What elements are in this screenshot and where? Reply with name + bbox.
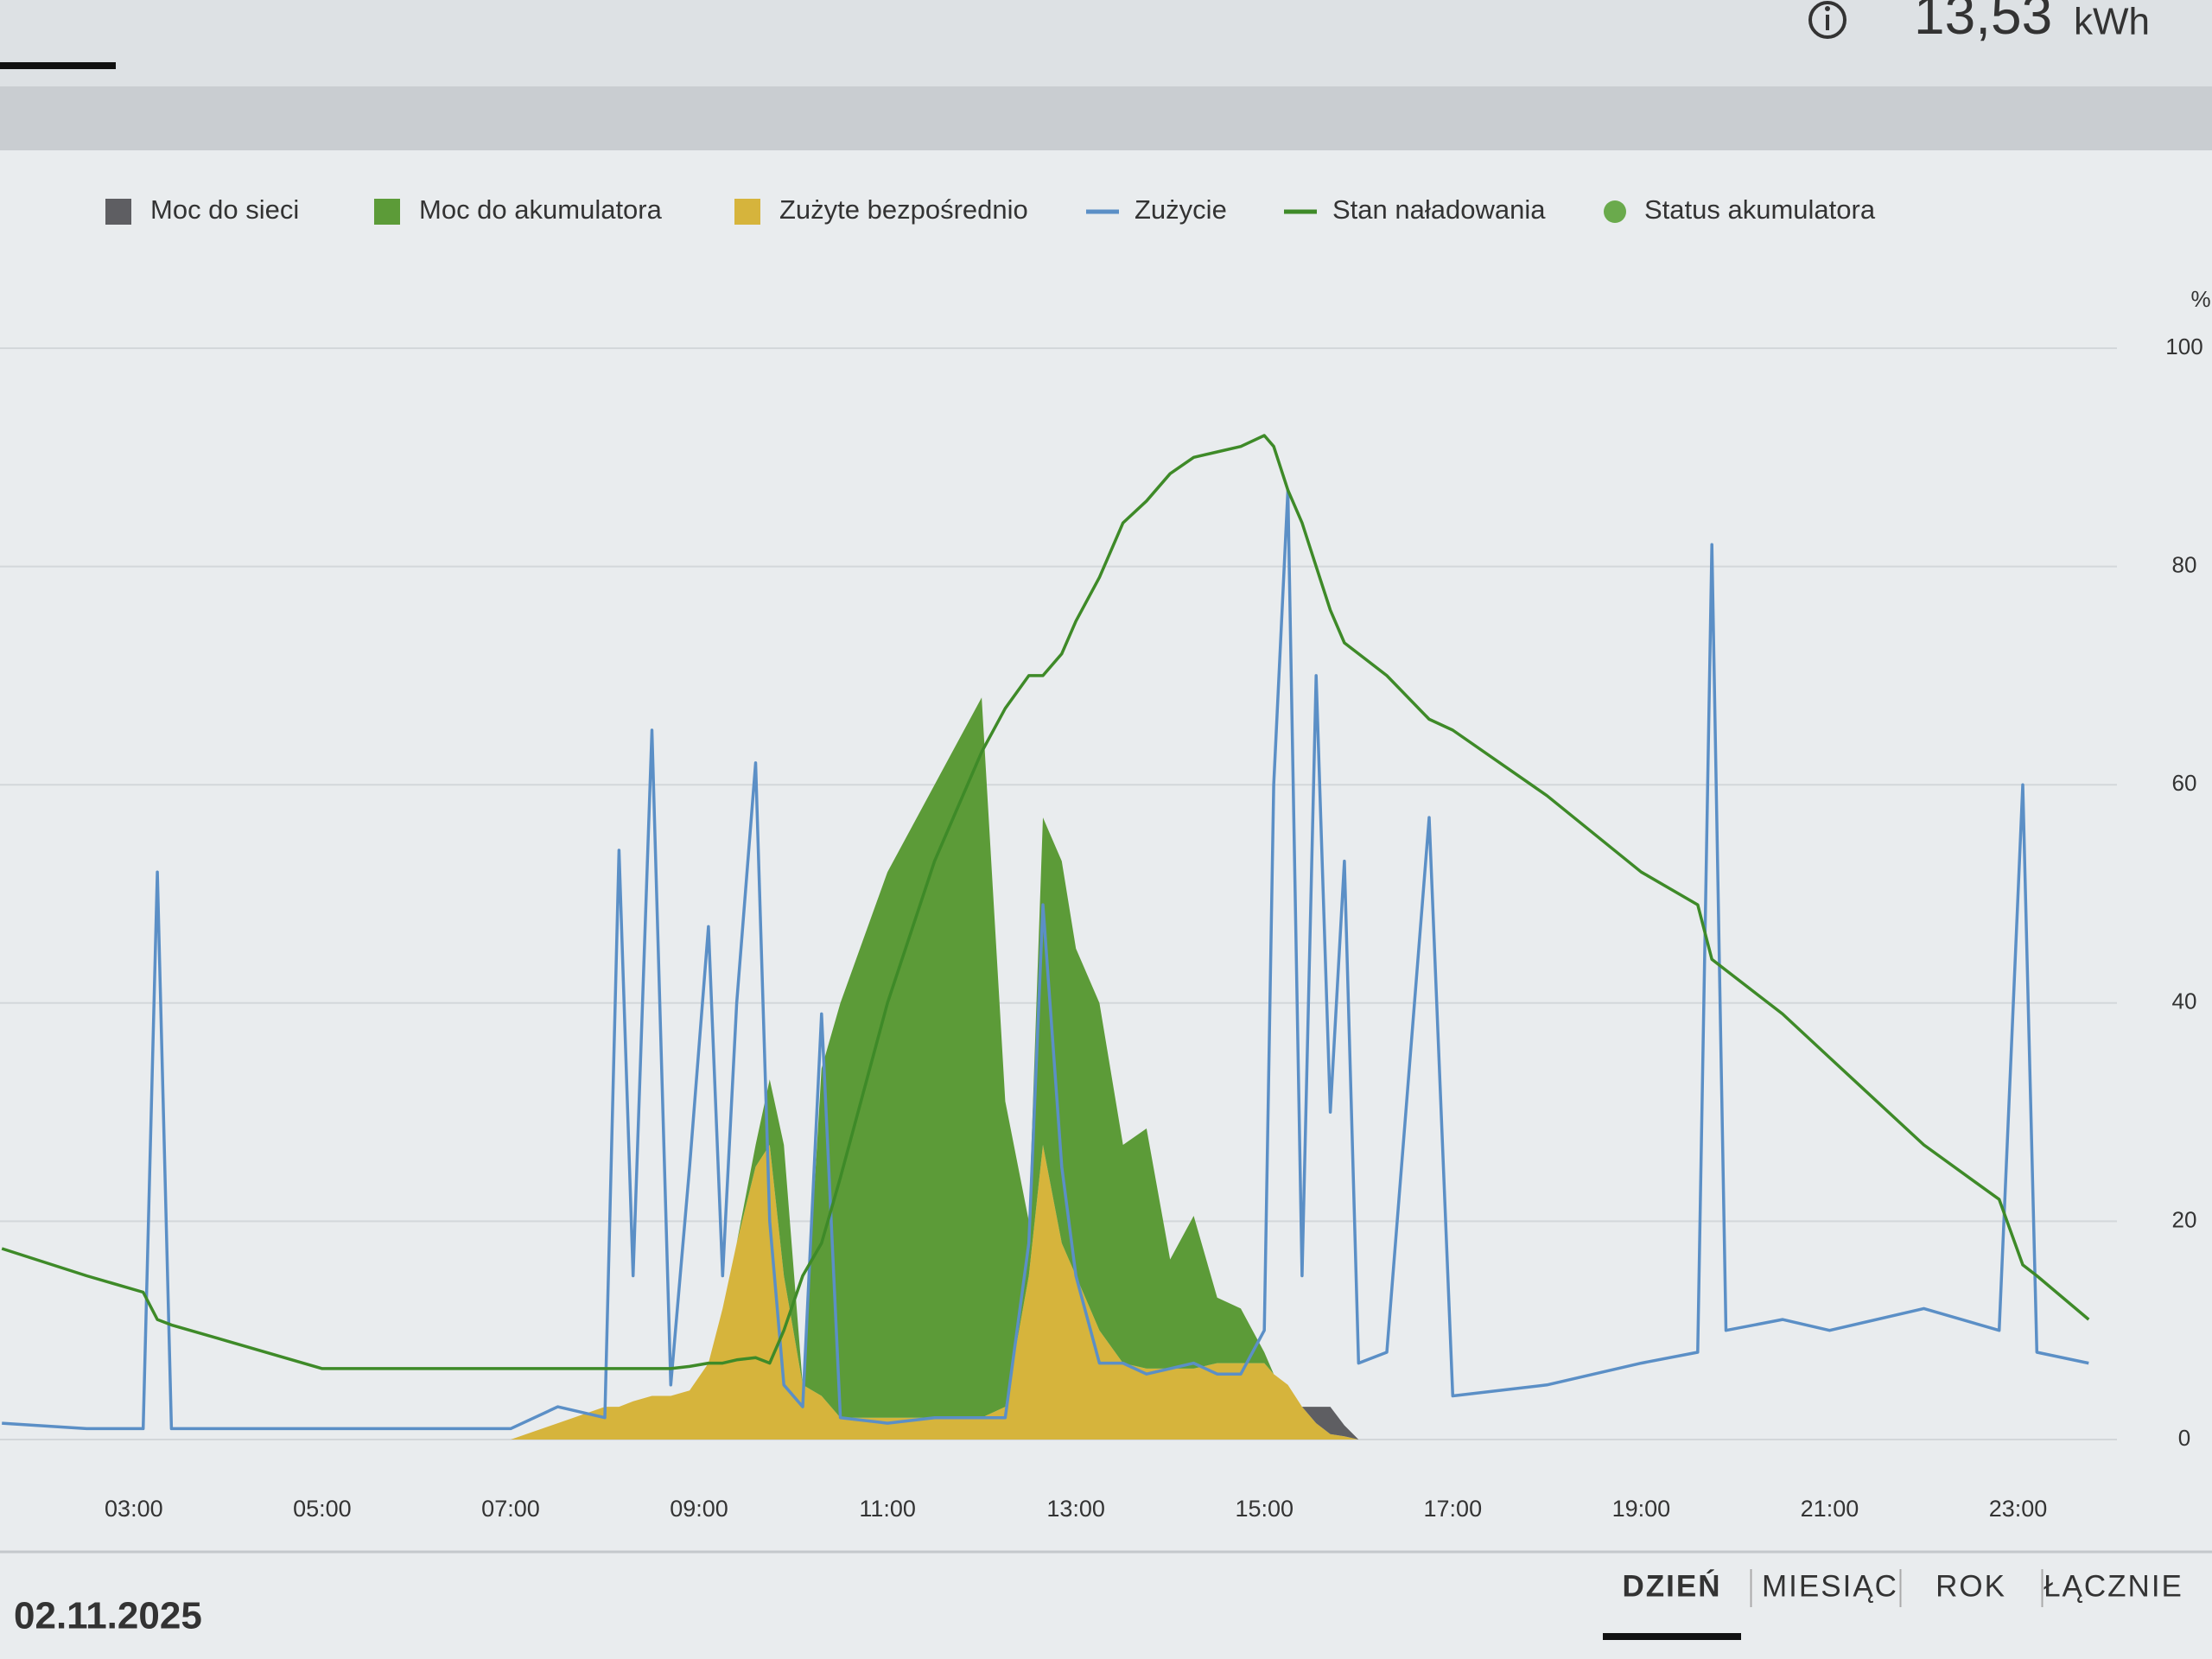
y-tick-label: 60 (2172, 770, 2197, 796)
top-bar (0, 0, 2212, 86)
range-button[interactable]: DZIEŃ (1623, 1568, 1722, 1603)
area (2, 1145, 2089, 1440)
y-tick-label: 100 (2165, 334, 2202, 359)
area (2, 697, 2089, 1440)
legend-label: Zużyte bezpośrednio (779, 194, 1028, 225)
y-unit: % (2190, 286, 2210, 312)
x-tick-label: 17:00 (1424, 1496, 1483, 1522)
y-tick-label: 20 (2172, 1206, 2197, 1232)
x-tick-label: 19:00 (1612, 1496, 1671, 1522)
legend-item[interactable]: Zużyte bezpośrednio (734, 194, 1028, 225)
x-tick-label: 13:00 (1046, 1496, 1105, 1522)
active-underline (1603, 1633, 1741, 1640)
x-tick-label: 07:00 (481, 1496, 540, 1522)
header-unit: kWh (2074, 1, 2150, 43)
x-tick-label: 09:00 (670, 1496, 728, 1522)
legend-label: Moc do sieci (150, 194, 299, 225)
x-tick-label: 15:00 (1235, 1496, 1294, 1522)
x-tick-label: 21:00 (1801, 1496, 1859, 1522)
legend-item[interactable]: Status akumulatora (1604, 194, 1876, 225)
legend-item[interactable]: Zużycie (1086, 194, 1227, 225)
y-tick-label: 80 (2172, 551, 2197, 577)
x-tick-label: 23:00 (1989, 1496, 2048, 1522)
range-button[interactable]: MIESIĄC (1762, 1569, 1898, 1603)
active-tab-underline (0, 62, 116, 69)
y-tick-label: 0 (2178, 1425, 2190, 1451)
legend-item[interactable]: Moc do sieci (105, 194, 299, 225)
legend-swatch (374, 199, 400, 225)
info-icon-circle (1808, 1, 1847, 39)
legend-label: Status akumulatora (1644, 194, 1876, 225)
legend-swatch (734, 199, 760, 225)
legend-item[interactable]: Stan naładowania (1284, 194, 1546, 225)
range-button[interactable]: ROK (1936, 1569, 2006, 1603)
legend-swatch (105, 199, 131, 225)
legend: Moc do sieci Moc do akumulatora Zużyte bez… (105, 194, 1876, 225)
y-tick-label: 40 (2172, 988, 2197, 1014)
info-icon-dot (1825, 6, 1830, 11)
info-icon[interactable] (1808, 1, 1847, 39)
date: 02.11.2025 (14, 1595, 202, 1637)
x-tick-label: 05:00 (293, 1496, 352, 1522)
range-button[interactable]: ŁĄCZNIE (2044, 1569, 2183, 1603)
legend-item[interactable]: Moc do akumulatora (374, 194, 663, 225)
x-tick-label: 11:00 (859, 1496, 916, 1522)
separator-band (0, 86, 2212, 150)
legend-label: Stan naładowania (1332, 194, 1546, 225)
plot: 0 20 40 60 80 100 03:00 05:00 07:00 09:00 11:00 13:… (0, 334, 2203, 1522)
legend-label: Zużycie (1135, 194, 1227, 225)
header-value: 13,53 (1914, 0, 2052, 46)
line (2, 488, 2089, 1431)
legend-label: Moc do akumulatora (419, 194, 663, 225)
line (1, 434, 2090, 1370)
x-tick-label: 03:00 (105, 1496, 163, 1522)
legend-swatch (1604, 200, 1626, 223)
range-buttons: DZIEŃ MIESIĄC ROK ŁĄCZNIE (1603, 1568, 2183, 1640)
